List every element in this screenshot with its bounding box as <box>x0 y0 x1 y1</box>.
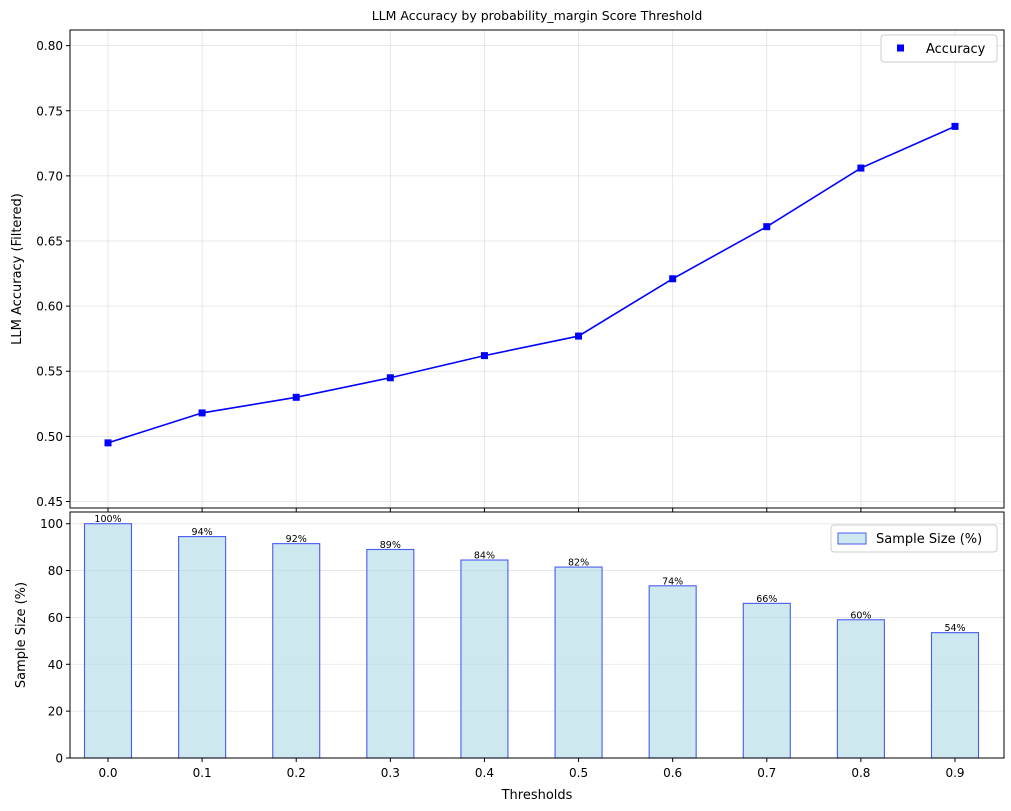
accuracy-grid <box>70 30 1004 508</box>
sample-size-bar <box>648 585 697 759</box>
sample-size-y-tick-label: 40 <box>48 658 63 672</box>
accuracy-plot-frame <box>69 29 1005 509</box>
accuracy-y-tick-label: 0.45 <box>36 495 63 509</box>
accuracy-panel: LLM Accuracy by probability_margin Score… <box>10 8 1005 512</box>
sample-size-legend-swatch <box>837 532 867 545</box>
x-tick-label: 0.1 <box>193 766 212 780</box>
accuracy-legend: Accuracy <box>880 34 998 63</box>
accuracy-legend-box <box>880 34 998 63</box>
x-tick-label: 0.7 <box>757 766 776 780</box>
sample-size-bar-label: 74% <box>662 576 683 587</box>
accuracy-y-tick-label: 0.75 <box>36 104 63 118</box>
x-tick-label: 0.6 <box>663 766 682 780</box>
sample-size-bar-labels: 100% 94% 92% 89% 84% 82% 74% 66% 60% 54% <box>94 514 965 634</box>
sample-size-bar-label: 89% <box>380 540 401 551</box>
sample-size-legend-label: Sample Size (%) <box>876 532 982 547</box>
accuracy-point <box>575 332 583 340</box>
accuracy-point <box>763 223 771 231</box>
sample-size-bar <box>930 632 980 759</box>
x-tick-label: 0.9 <box>945 766 964 780</box>
sample-size-bar-label: 60% <box>850 610 871 621</box>
accuracy-x-ticks <box>107 508 956 512</box>
sample-size-bar-label: 100% <box>94 514 121 525</box>
accuracy-point <box>480 352 488 360</box>
sample-size-x-ticks: 0.0 0.1 0.2 0.3 0.4 0.5 0.6 0.7 0.8 0.9 <box>98 758 965 780</box>
sample-size-bar-label: 94% <box>192 527 213 538</box>
sample-size-y-tick-label: 60 <box>48 611 63 625</box>
sample-size-bar <box>272 543 321 759</box>
sample-size-bar <box>742 602 791 759</box>
sample-size-legend: Sample Size (%) <box>830 524 998 553</box>
x-tick-label: 0.3 <box>381 766 400 780</box>
sample-size-bar-label: 92% <box>286 534 307 545</box>
x-tick-label: 0.0 <box>98 766 117 780</box>
sample-size-y-axis-label: Sample Size (%) <box>14 582 29 688</box>
sample-size-y-ticks: 0 20 40 60 80 100 <box>40 517 70 766</box>
sample-size-bar-label: 66% <box>756 594 777 605</box>
sample-size-bar-label: 82% <box>568 558 589 569</box>
sample-size-bar <box>836 619 885 759</box>
sample-size-legend-box <box>830 524 998 553</box>
accuracy-y-tick-label: 0.80 <box>36 39 63 53</box>
sample-size-y-tick-label: 0 <box>55 752 63 766</box>
accuracy-line <box>107 125 956 444</box>
accuracy-y-tick-label: 0.65 <box>36 234 63 248</box>
sample-size-bar-label: 84% <box>474 551 495 562</box>
x-tick-label: 0.5 <box>569 766 588 780</box>
accuracy-point <box>104 439 112 447</box>
accuracy-series <box>104 122 959 447</box>
chart-title: LLM Accuracy by probability_margin Score… <box>372 8 703 23</box>
accuracy-y-ticks: 0.45 0.50 0.55 0.60 0.65 0.70 0.75 0.80 <box>36 39 70 509</box>
accuracy-legend-label: Accuracy <box>926 42 986 57</box>
sample-size-bar <box>366 548 415 759</box>
accuracy-legend-marker <box>897 44 904 52</box>
sample-size-bar <box>554 566 603 759</box>
accuracy-y-tick-label: 0.55 <box>36 365 63 379</box>
accuracy-point <box>857 164 865 172</box>
sample-size-bar <box>83 523 133 759</box>
accuracy-point <box>198 409 206 417</box>
sample-size-panel: 0 20 40 60 80 100 0.0 0.1 0.2 0.3 0.4 0.5 0.6 0.7 0.8… <box>14 511 1005 803</box>
x-axis-label: Thresholds <box>501 788 573 803</box>
x-tick-label: 0.2 <box>287 766 306 780</box>
sample-size-y-tick-label: 100 <box>40 517 63 531</box>
accuracy-y-tick-label: 0.60 <box>36 300 63 314</box>
sample-size-bar <box>460 559 509 759</box>
sample-size-y-tick-label: 20 <box>48 705 63 719</box>
accuracy-y-tick-label: 0.50 <box>36 430 63 444</box>
sample-size-bars <box>83 523 980 759</box>
accuracy-y-tick-label: 0.70 <box>36 169 63 183</box>
x-tick-label: 0.4 <box>475 766 494 780</box>
accuracy-point <box>951 122 959 130</box>
x-tick-label: 0.8 <box>851 766 870 780</box>
sample-size-bar-label: 54% <box>944 623 965 634</box>
accuracy-y-axis-label: LLM Accuracy (Filtered) <box>10 193 25 345</box>
sample-size-bar <box>178 536 227 759</box>
accuracy-point <box>669 275 677 283</box>
accuracy-point <box>386 374 394 382</box>
sample-size-y-tick-label: 80 <box>48 564 63 578</box>
sample-size-plot-frame <box>69 511 1005 759</box>
accuracy-point <box>292 393 300 401</box>
